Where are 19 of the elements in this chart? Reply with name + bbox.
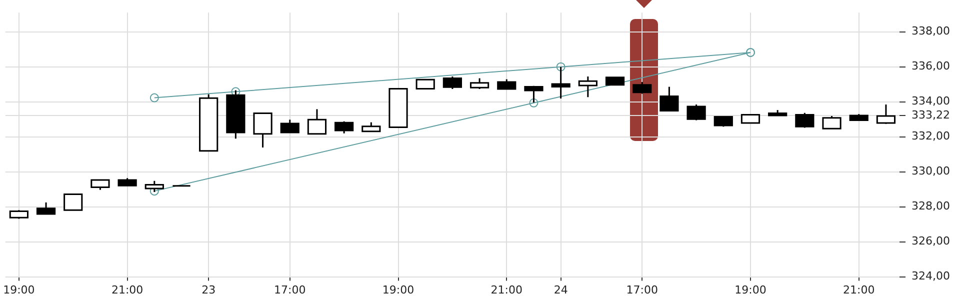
x-tick-label: 19:00 bbox=[3, 283, 35, 296]
y-tick-label: 328,00 bbox=[912, 200, 950, 213]
y-tick-label: 334,00 bbox=[912, 94, 950, 108]
x-tick-label: 21:00 bbox=[490, 283, 522, 296]
x-tick-label: 24 bbox=[554, 283, 568, 296]
y-tick-label: 326,00 bbox=[912, 234, 950, 248]
x-tick-label: 17:00 bbox=[274, 283, 306, 296]
x-tick-label: 23 bbox=[202, 283, 216, 296]
y-tick-label: 338,00 bbox=[912, 24, 950, 38]
y-tick-label: 332,00 bbox=[912, 130, 950, 143]
x-tick-label: 19:00 bbox=[382, 283, 414, 296]
y-tick-label: 324,00 bbox=[912, 270, 950, 283]
x-tick-label: 21:00 bbox=[111, 283, 144, 296]
y-tick-label: 333,22 bbox=[912, 108, 950, 122]
y-tick-label: 330,00 bbox=[912, 164, 950, 178]
x-tick-label: 19:00 bbox=[734, 283, 766, 296]
y-tick-label: 336,00 bbox=[912, 60, 950, 73]
x-tick-label: 21:00 bbox=[843, 283, 875, 296]
x-tick-label: 17:00 bbox=[626, 283, 658, 296]
